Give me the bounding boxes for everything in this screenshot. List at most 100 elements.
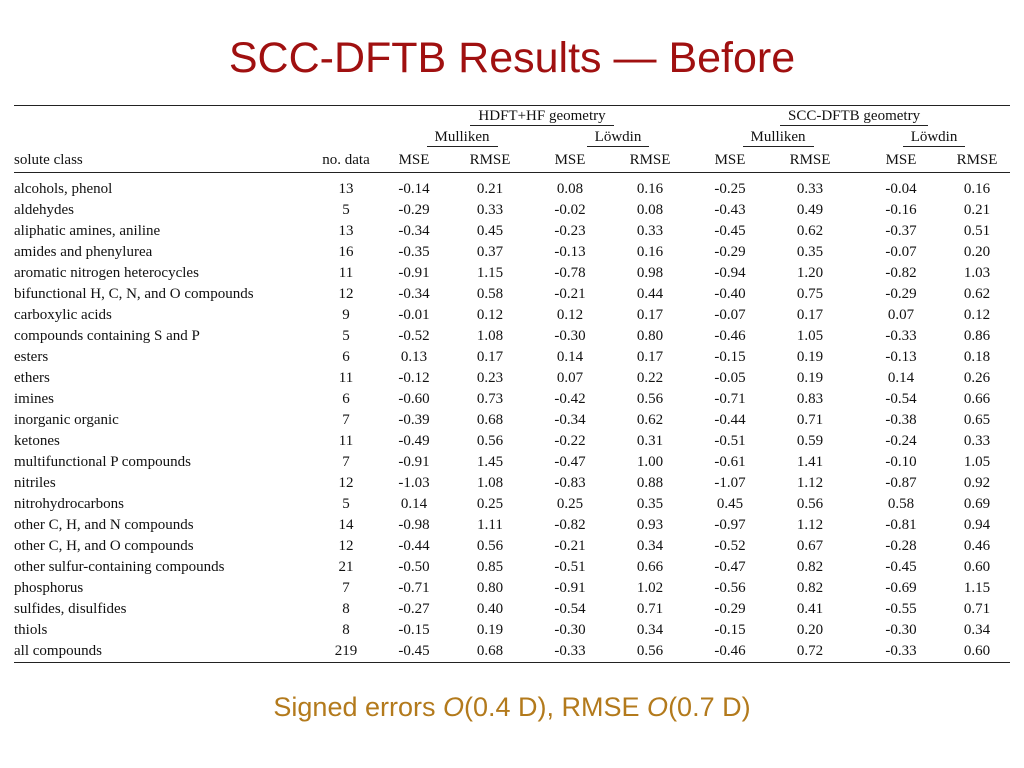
value-cell: 0.34 — [963, 622, 991, 638]
value-cell: -0.25 — [714, 181, 746, 197]
value-cell: 1.02 — [636, 580, 664, 596]
value-cell: 0.82 — [796, 559, 824, 575]
value-cell: 1.08 — [476, 328, 504, 344]
value-cell: 0.67 — [796, 538, 824, 554]
solute-class-cell: bifunctional H, C, N, and O compounds — [14, 286, 254, 302]
no-data-cell: 11 — [338, 265, 354, 281]
table-row: phosphorus 7 -0.71 0.80 -0.91 1.02 -0.56 0.82 -0… — [14, 578, 1010, 599]
value-cell: 0.56 — [602, 641, 699, 663]
solute-class-cell: esters — [14, 349, 49, 365]
no-data-cell: 14 — [338, 517, 354, 533]
value-cell: -0.07 — [885, 244, 917, 260]
footer-text: (0.4 D), RMSE — [464, 692, 648, 722]
value-cell: 0.72 — [762, 641, 859, 663]
value-cell: 0.82 — [796, 580, 824, 596]
value-cell: 0.22 — [636, 370, 664, 386]
value-cell: -0.29 — [714, 601, 746, 617]
value-cell: -0.22 — [554, 433, 586, 449]
value-cell: -0.43 — [714, 202, 746, 218]
value-cell: -0.30 — [554, 622, 586, 638]
value-cell: 0.07 — [556, 370, 584, 386]
value-cell: 0.85 — [476, 559, 504, 575]
header-row-subgroups: Mulliken Löwdin Mulliken Löwdin — [14, 127, 1010, 148]
subgroup-header: Mulliken — [698, 127, 858, 148]
footer-italic-o: O — [443, 692, 465, 722]
value-cell: -0.49 — [398, 433, 430, 449]
footer-note: Signed errors O(0.4 D), RMSE O(0.7 D) — [0, 692, 1024, 723]
no-data-cell: 21 — [338, 559, 354, 575]
col-header-metric: RMSE — [944, 148, 1011, 173]
value-cell: 0.66 — [963, 391, 991, 407]
value-cell: -0.52 — [398, 328, 430, 344]
value-cell: 1.45 — [476, 454, 504, 470]
value-cell: -0.52 — [714, 538, 746, 554]
value-cell: 0.33 — [963, 433, 991, 449]
table-row: ketones 11 -0.49 0.56 -0.22 0.31 -0.51 0.59 -0.2… — [14, 431, 1010, 452]
value-cell: -0.98 — [398, 517, 430, 533]
col-header-metric: RMSE — [762, 148, 859, 173]
value-cell: -0.97 — [714, 517, 746, 533]
value-cell: 0.12 — [556, 307, 584, 323]
value-cell: 0.44 — [636, 286, 664, 302]
value-cell: 1.11 — [477, 517, 503, 533]
value-cell: -0.34 — [554, 412, 586, 428]
value-cell: 0.35 — [636, 496, 664, 512]
no-data-cell: 13 — [338, 181, 354, 197]
value-cell: -0.01 — [398, 307, 430, 323]
value-cell: 0.12 — [963, 307, 991, 323]
value-cell: -0.51 — [714, 433, 746, 449]
table-row: thiols 8 -0.15 0.19 -0.30 0.34 -0.15 0.20 -0.30 0… — [14, 620, 1010, 641]
no-data-cell: 5 — [342, 328, 350, 344]
value-cell: 0.19 — [796, 349, 824, 365]
value-cell: 0.33 — [476, 202, 504, 218]
value-cell: 0.08 — [556, 181, 584, 197]
value-cell: -0.61 — [714, 454, 746, 470]
value-cell: -0.69 — [885, 580, 917, 596]
value-cell: -0.87 — [885, 475, 917, 491]
table-row: bifunctional H, C, N, and O compounds 12 -… — [14, 284, 1010, 305]
value-cell: 0.19 — [796, 370, 824, 386]
value-cell: 0.33 — [636, 223, 664, 239]
value-cell: -0.91 — [398, 265, 430, 281]
no-data-cell: 11 — [338, 433, 354, 449]
value-cell: 0.92 — [963, 475, 991, 491]
value-cell: 0.86 — [963, 328, 991, 344]
value-cell: -0.47 — [714, 559, 746, 575]
table-row: multifunctional P compounds 7 -0.91 1.45 -0.… — [14, 452, 1010, 473]
value-cell: 0.40 — [476, 601, 504, 617]
value-cell: 0.60 — [944, 641, 1011, 663]
value-cell: 1.15 — [476, 265, 504, 281]
table-row: alcohols, phenol 13 -0.14 0.21 0.08 0.16 -0.25… — [14, 173, 1010, 201]
value-cell: -0.60 — [398, 391, 430, 407]
value-cell: -0.50 — [398, 559, 430, 575]
table-row: nitriles 12 -1.03 1.08 -0.83 0.88 -1.07 1.12 -0.… — [14, 473, 1010, 494]
table-row: ethers 11 -0.12 0.23 0.07 0.22 -0.05 0.19 0.14 0.… — [14, 368, 1010, 389]
solute-class-cell: carboxylic acids — [14, 307, 112, 323]
no-data-cell: 11 — [338, 370, 354, 386]
col-header-metric: MSE — [386, 148, 442, 173]
value-cell: 0.46 — [963, 538, 991, 554]
no-data-cell: 219 — [306, 641, 386, 663]
value-cell: 0.58 — [887, 496, 915, 512]
value-cell: -0.42 — [554, 391, 586, 407]
value-cell: 0.49 — [796, 202, 824, 218]
value-cell: -0.38 — [885, 412, 917, 428]
value-cell: -0.83 — [554, 475, 586, 491]
value-cell: -0.13 — [554, 244, 586, 260]
value-cell: -0.24 — [885, 433, 917, 449]
value-cell: 0.37 — [476, 244, 504, 260]
no-data-cell: 5 — [342, 202, 350, 218]
value-cell: -0.33 — [858, 641, 945, 663]
no-data-cell: 16 — [338, 244, 354, 260]
table-row: aliphatic amines, aniline 13 -0.34 0.45 -0.2… — [14, 221, 1010, 242]
value-cell: 0.56 — [476, 433, 504, 449]
value-cell: 1.12 — [796, 475, 824, 491]
value-cell: -0.71 — [714, 391, 746, 407]
value-cell: 0.73 — [476, 391, 504, 407]
value-cell: 0.20 — [963, 244, 991, 260]
value-cell: 0.21 — [963, 202, 991, 218]
col-header-metric: MSE — [698, 148, 763, 173]
value-cell: 0.17 — [796, 307, 824, 323]
value-cell: 0.56 — [796, 496, 824, 512]
value-cell: 0.34 — [636, 538, 664, 554]
